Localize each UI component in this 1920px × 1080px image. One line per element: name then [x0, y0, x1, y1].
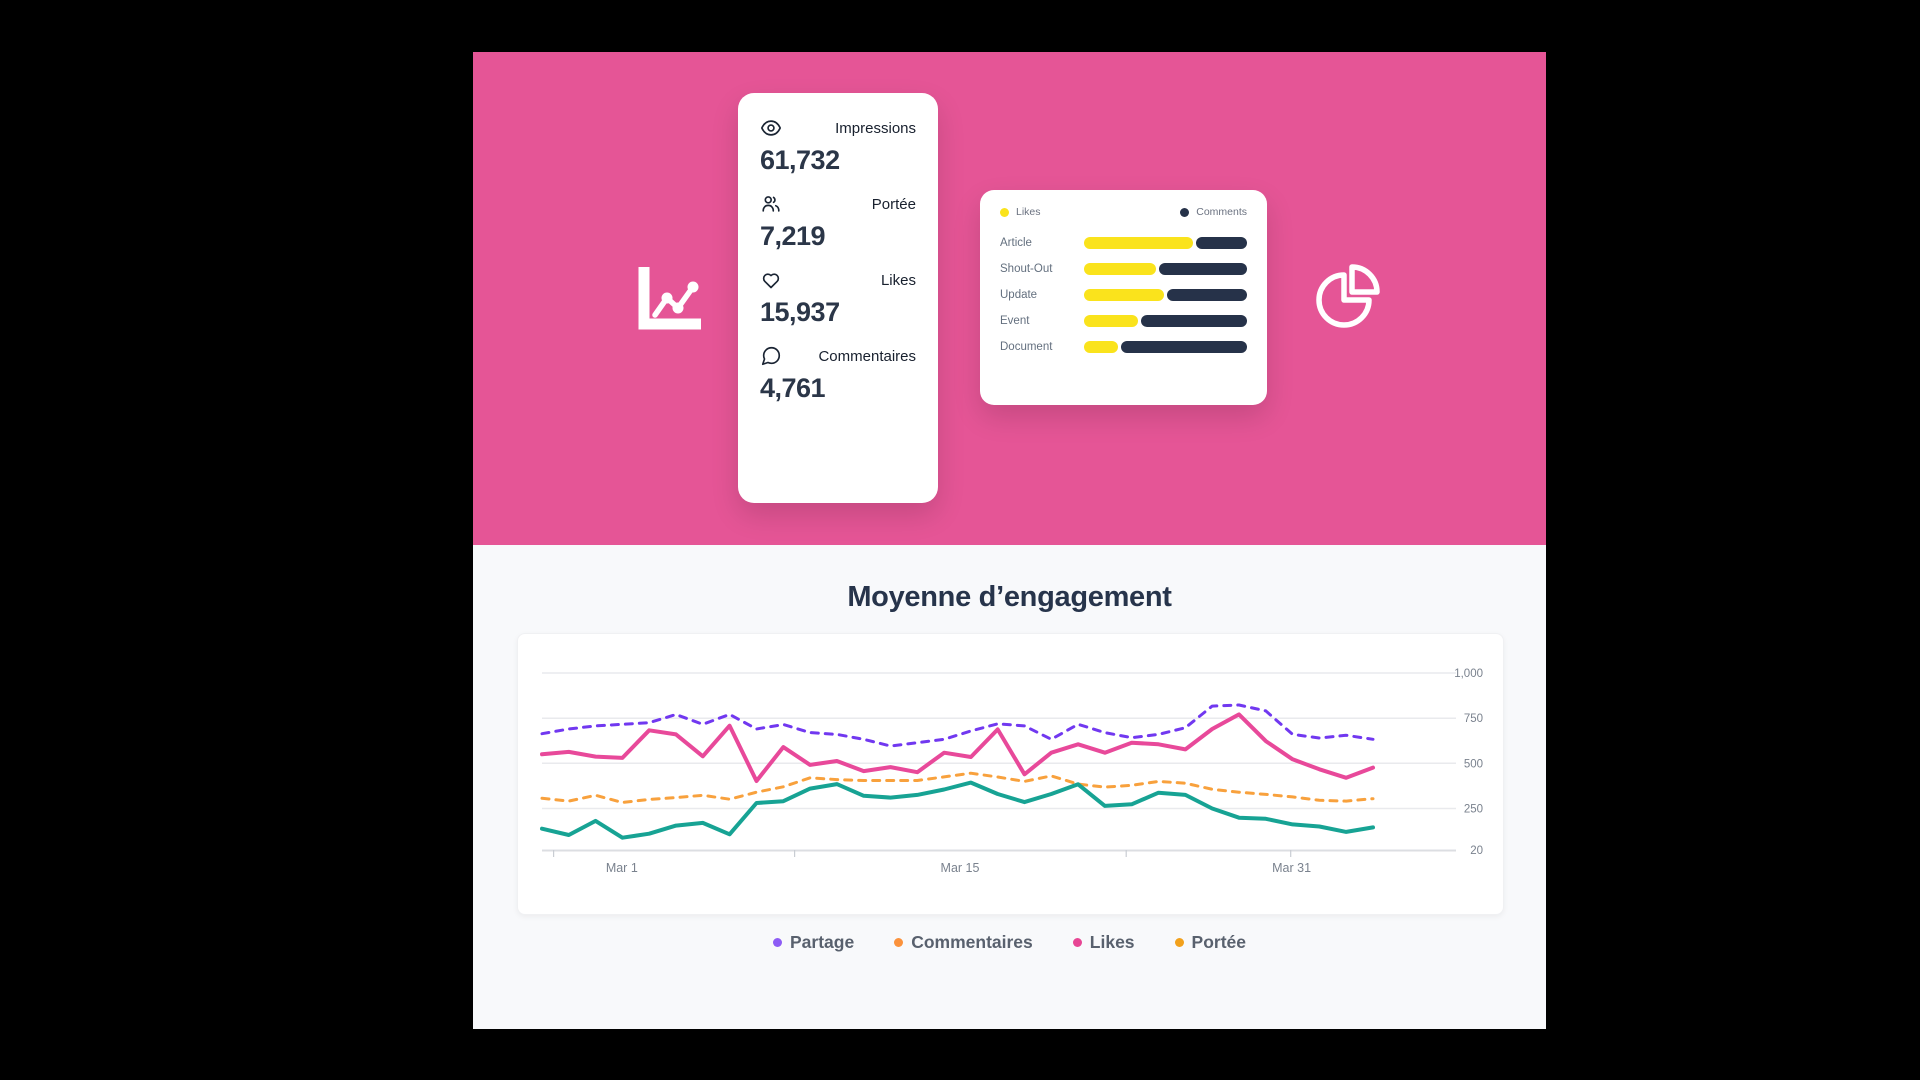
stats-card: Impressions 61,732 Portée 7,219: [738, 93, 938, 503]
legend-item-commentaires[interactable]: Commentaires: [894, 932, 1033, 953]
page-title: Moyenne d’engagement: [847, 581, 1172, 613]
svg-text:750: 750: [1464, 713, 1483, 725]
bar-row-label: Shout-Out: [1000, 263, 1053, 275]
legend-item-partage[interactable]: Partage: [773, 932, 854, 953]
comments-bar: [1196, 237, 1247, 249]
likes-bar: [1084, 341, 1119, 353]
stat-value: 61,732: [760, 145, 840, 175]
bar-row-event: Event: [1000, 308, 1247, 334]
stat-likes: Likes 15,937: [760, 269, 916, 328]
stat-portee: Portée 7,219: [760, 193, 916, 252]
svg-text:250: 250: [1464, 804, 1483, 816]
likes-dot-icon: [1072, 938, 1082, 947]
engagement-legend: Partage Commentaires Likes Portée: [473, 932, 1546, 953]
svg-text:500: 500: [1464, 758, 1483, 770]
commentaires-dot-icon: [894, 938, 904, 947]
content-type-card: Likes Comments Article Shout-Out Update: [980, 190, 1267, 405]
bar-row-label: Document: [1000, 341, 1053, 353]
comments-bar: [1140, 315, 1247, 327]
dashboard: Impressions 61,732 Portée 7,219: [473, 52, 1546, 1029]
comments-dot-icon: [1180, 207, 1190, 217]
stat-commentaires: Commentaires 4,761: [760, 345, 916, 403]
bar-row-label: Event: [1000, 315, 1030, 327]
portee-dot-icon: [1174, 938, 1184, 947]
engagement-chart-card: 1,000 750 500 250 20 Mar 1 Mar 15 Mar 31: [517, 633, 1504, 915]
svg-text:1,000: 1,000: [1454, 668, 1483, 680]
svg-text:Mar 31: Mar 31: [1272, 861, 1311, 875]
stat-label: Likes: [880, 271, 916, 289]
bar-row-document: Document: [1000, 334, 1247, 360]
heart-icon: [762, 273, 780, 289]
comments-bar: [1121, 341, 1247, 353]
comment-icon: [761, 346, 781, 366]
bar-row-label: Article: [1000, 237, 1032, 249]
likes-bar: [1084, 263, 1156, 275]
bars-legend-likes: Likes: [1000, 206, 1041, 218]
hero-section: Impressions 61,732 Portée 7,219: [473, 52, 1546, 545]
legend-label: Commentaires: [911, 932, 1033, 952]
stat-label: Impressions: [835, 119, 916, 137]
stat-label: Commentaires: [818, 347, 916, 365]
bars-legend-label: Comments: [1196, 206, 1247, 218]
legend-label: Portée: [1191, 932, 1246, 952]
bar-row-update: Update: [1000, 282, 1247, 308]
comments-bar: [1166, 289, 1247, 301]
bars-legend-label: Likes: [1016, 206, 1041, 218]
likes-bar: [1084, 289, 1164, 301]
likes-bar: [1084, 315, 1138, 327]
bars-legend: Likes Comments: [1000, 206, 1247, 218]
legend-label: Likes: [1089, 932, 1135, 952]
users-icon: [762, 196, 780, 212]
bars-legend-comments: Comments: [1180, 206, 1247, 218]
svg-text:Mar 1: Mar 1: [606, 861, 638, 875]
bar-row-shoutout: Shout-Out: [1000, 256, 1247, 282]
likes-dot-icon: [1000, 207, 1009, 217]
engagement-chart-svg: 1,000 750 500 250 20 Mar 1 Mar 15 Mar 31: [540, 668, 1483, 875]
stat-value: 7,219: [760, 221, 826, 251]
eye-icon: [761, 120, 781, 136]
bar-row-article: Article: [1000, 230, 1247, 256]
pie-chart-icon: [1316, 264, 1380, 328]
svg-text:20: 20: [1470, 845, 1483, 857]
likes-bar: [1084, 237, 1194, 249]
legend-label: Partage: [790, 932, 855, 952]
legend-item-portee[interactable]: Portée: [1174, 932, 1246, 953]
partage-dot-icon: [773, 938, 782, 947]
svg-text:Mar 15: Mar 15: [941, 861, 980, 875]
stat-impressions: Impressions 61,732: [760, 117, 916, 176]
legend-item-likes[interactable]: Likes: [1072, 932, 1135, 953]
comments-bar: [1158, 263, 1247, 275]
stat-value: 15,937: [760, 297, 840, 327]
engagement-section: Moyenne d’engagement 1,000 750 500 250 20 Mar…: [473, 545, 1546, 1029]
stat-value: 4,761: [760, 373, 826, 403]
bar-row-label: Update: [1000, 289, 1038, 301]
stat-label: Portée: [871, 195, 916, 213]
line-chart-icon: [638, 267, 701, 330]
